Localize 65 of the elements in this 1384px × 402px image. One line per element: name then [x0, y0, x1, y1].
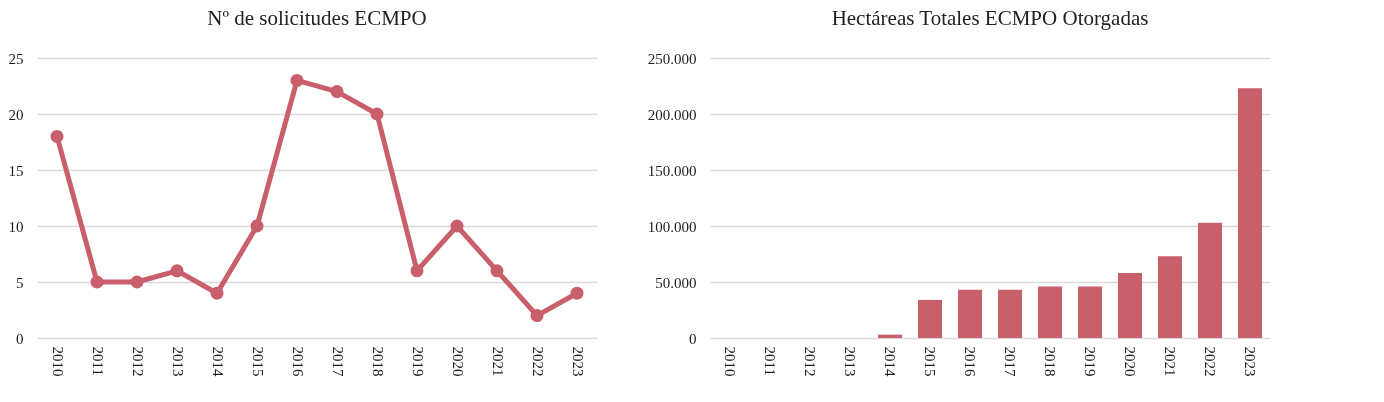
bar	[1038, 286, 1062, 338]
point	[530, 309, 544, 323]
point	[410, 264, 424, 278]
x-tick-label: 2023	[1242, 346, 1258, 377]
bar	[1238, 88, 1262, 338]
y-tick-label: 100.000	[647, 218, 697, 235]
x-tick-label: 2016	[289, 346, 306, 377]
bar	[958, 289, 982, 338]
bar	[1198, 222, 1222, 338]
x-tick-label: 2017	[329, 346, 346, 377]
point	[330, 85, 344, 99]
x-tick-label: 2015	[249, 346, 266, 377]
x-tick-label: 2020	[449, 346, 466, 377]
x-tick-label: 2019	[1082, 346, 1098, 377]
chart-title: Hectáreas Totales ECMPO Otorgadas	[831, 6, 1149, 30]
x-tick-label: 2015	[922, 346, 938, 377]
point	[570, 286, 584, 300]
y-tick-label: 50.000	[655, 274, 697, 291]
x-tick-label: 2018	[1042, 346, 1058, 377]
x-tick-label: 2016	[962, 346, 978, 377]
x-tick-label: 2014	[882, 346, 898, 377]
x-tick-label: 2020	[1122, 346, 1138, 377]
y-tick-label: 10	[8, 218, 24, 235]
point	[50, 129, 64, 143]
y-tick-label: 0	[16, 330, 24, 347]
y-tick-label: 15	[8, 162, 24, 179]
y-tick-label: 200.000	[647, 106, 697, 123]
x-tick-label: 2012	[129, 346, 146, 377]
point	[250, 219, 264, 233]
x-tick-label: 2011	[89, 346, 106, 376]
x-tick-label: 2010	[722, 346, 738, 377]
x-tick-label: 2013	[169, 346, 186, 377]
x-tick-label: 2014	[209, 346, 226, 377]
x-tick-label: 2019	[409, 346, 426, 377]
point	[210, 286, 224, 300]
x-tick-label: 2012	[802, 346, 818, 377]
bar	[1158, 256, 1182, 338]
x-tick-label: 2010	[49, 346, 66, 377]
x-tick-label: 2013	[842, 346, 858, 377]
x-tick-label: 2021	[489, 346, 506, 377]
y-tick-label: 20	[8, 106, 24, 123]
bar	[918, 299, 942, 338]
x-tick-label: 2018	[369, 346, 386, 377]
y-tick-label: 150.000	[647, 162, 697, 179]
x-tick-label: 2017	[1002, 346, 1018, 377]
x-tick-label: 2022	[529, 346, 546, 377]
bar	[1078, 286, 1102, 338]
point	[370, 107, 384, 121]
y-tick-label: 0	[689, 330, 697, 347]
x-tick-label: 2023	[569, 346, 586, 377]
x-tick-label: 2022	[1202, 346, 1218, 377]
x-tick-label: 2011	[762, 346, 778, 376]
bar	[1118, 273, 1142, 338]
y-tick-label: 5	[16, 274, 24, 291]
point	[130, 275, 144, 289]
point	[290, 73, 304, 87]
y-tick-label: 250.000	[647, 50, 697, 67]
point	[450, 219, 464, 233]
point	[490, 264, 504, 278]
point	[170, 264, 184, 278]
y-tick-label: 25	[8, 50, 24, 67]
x-tick-label: 2021	[1162, 346, 1178, 377]
chart-title: Nº de solicitudes ECMPO	[207, 6, 427, 30]
point	[90, 275, 104, 289]
bar	[998, 289, 1022, 338]
